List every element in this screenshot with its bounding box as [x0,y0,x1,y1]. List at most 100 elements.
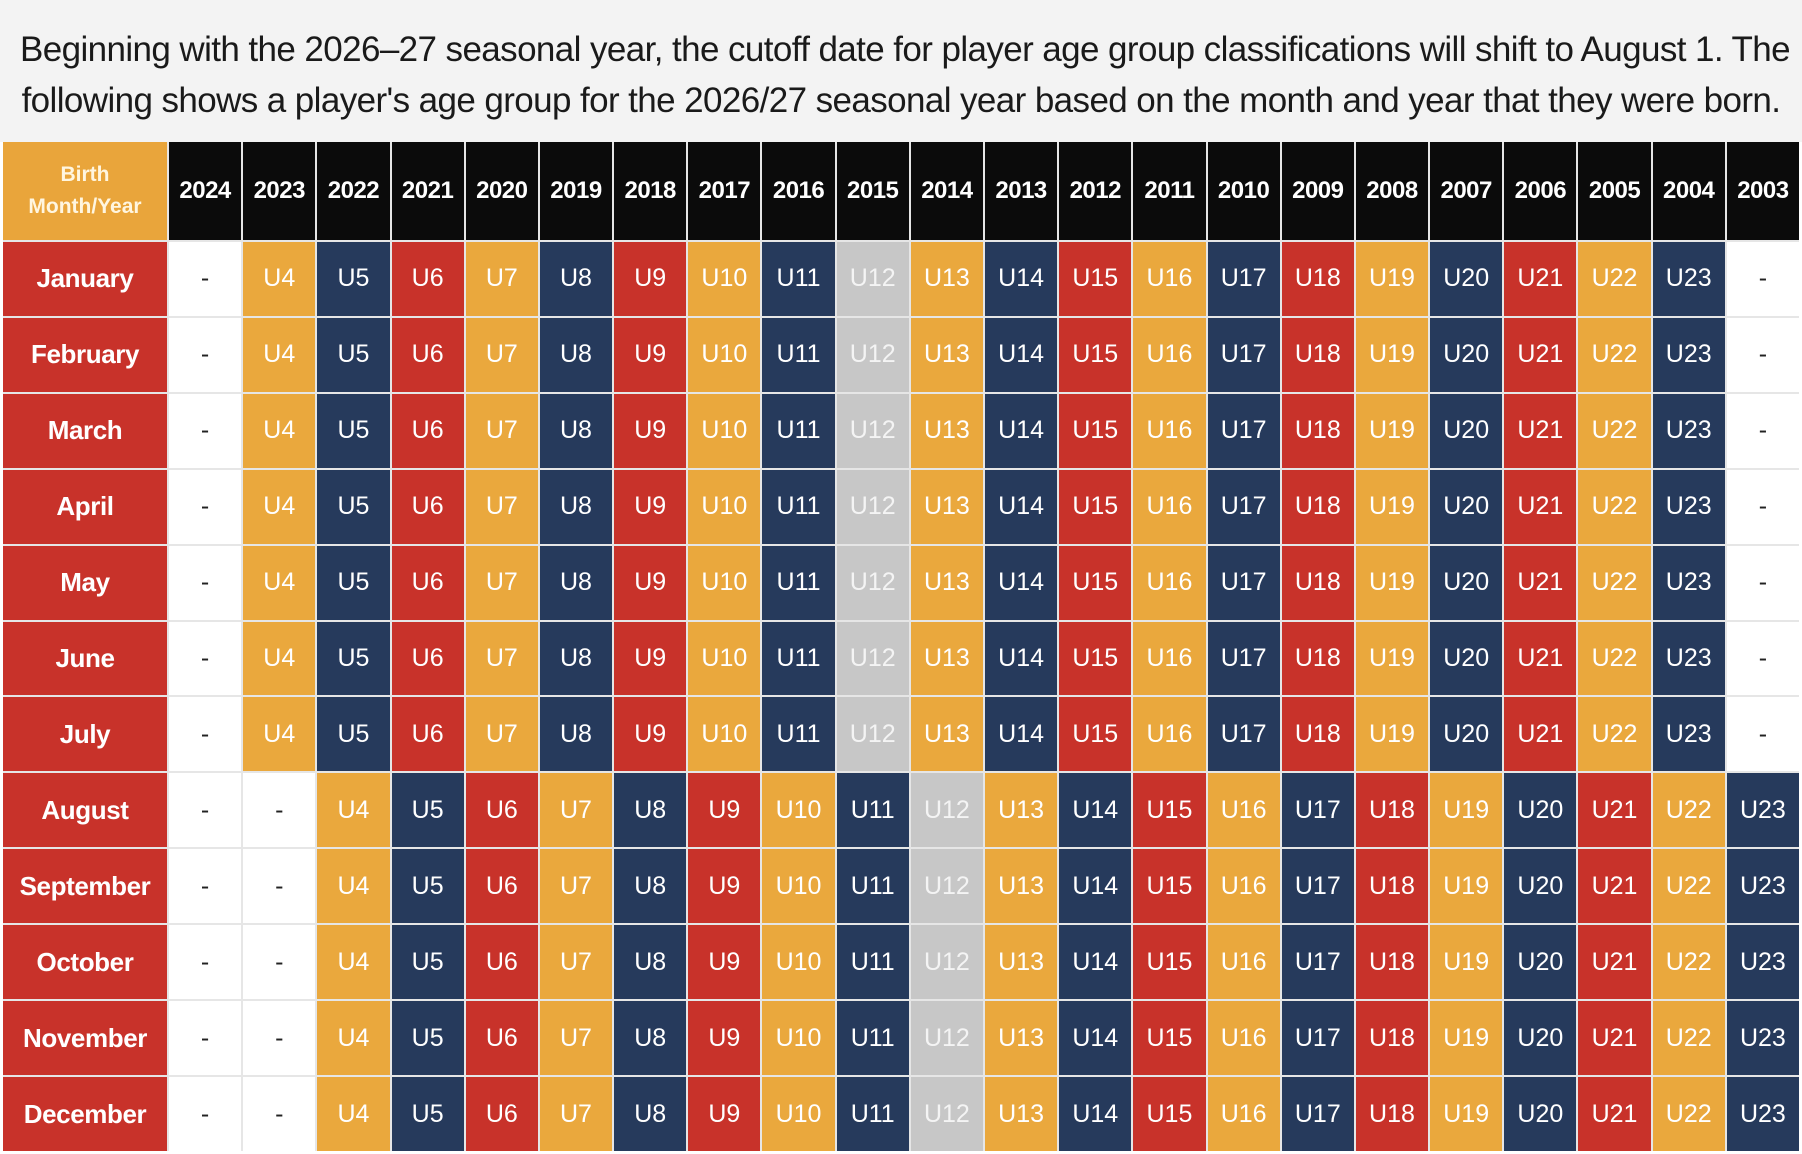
age-group-cell: U12 [836,545,909,620]
age-group-cell: U4 [317,1077,390,1151]
age-group-cell: U13 [910,545,983,620]
age-group-cell: U7 [465,621,538,696]
month-label-july: July [3,697,167,772]
age-group-cell: U17 [1281,925,1354,1000]
age-group-cell: U23 [1652,317,1725,392]
year-header-2018: 2018 [614,142,687,240]
age-group-cell: U20 [1504,925,1577,1000]
age-group-cell: U4 [317,849,390,924]
age-group-cell: U18 [1355,773,1429,848]
age-group-cell: U10 [688,621,761,696]
age-group-cell: U15 [1059,621,1132,696]
age-group-cell: U22 [1652,1001,1725,1076]
age-group-cell: - [1726,242,1799,316]
age-group-cell: U16 [1133,545,1206,620]
year-header-2019: 2019 [539,142,613,240]
age-group-cell: U17 [1207,545,1280,620]
age-group-cell: U17 [1281,1077,1354,1151]
age-group-cell: - [169,1077,242,1151]
age-group-cell: - [169,773,242,848]
age-group-cell: U13 [984,925,1058,1000]
age-group-cell: U11 [836,925,909,1000]
age-group-cell: - [169,242,242,316]
age-group-cell: U14 [984,697,1058,772]
age-group-cell: U11 [762,469,835,544]
age-group-cell: U20 [1504,849,1577,924]
year-header-2003: 2003 [1726,142,1799,240]
age-group-cell: U14 [1059,849,1132,924]
year-header-2008: 2008 [1355,142,1429,240]
caption-line-2: following shows a player's age group for… [21,81,1781,120]
age-group-cell: U6 [465,1077,538,1151]
age-group-cell: U21 [1504,545,1577,620]
age-group-cell: U4 [243,545,316,620]
age-group-cell: U6 [391,469,464,544]
age-group-cell: U22 [1578,317,1651,392]
age-group-cell: U12 [910,1077,983,1151]
month-label-december: December [3,1077,167,1151]
age-group-cell: U11 [762,621,835,696]
month-label-september: September [3,849,167,924]
age-group-cell: U13 [910,317,983,392]
age-group-cell: U7 [465,393,538,468]
age-group-cell: U15 [1059,545,1132,620]
age-group-cell: U22 [1652,925,1725,1000]
age-group-cell: U23 [1726,849,1799,924]
age-group-cell: U23 [1726,1001,1799,1076]
age-group-cell: U4 [243,393,316,468]
age-group-cell: U5 [391,773,464,848]
age-group-cell: U9 [688,1077,761,1151]
age-group-cell: U14 [984,469,1058,544]
age-group-cell: U22 [1578,242,1651,316]
age-group-cell: U15 [1133,1001,1206,1076]
month-label-august: August [3,773,167,848]
age-group-cell: U16 [1133,317,1206,392]
age-group-cell: U23 [1652,697,1725,772]
age-group-cell: U13 [984,849,1058,924]
age-group-cell: U19 [1355,469,1429,544]
age-group-cell: U15 [1059,697,1132,772]
age-group-cell: U7 [539,849,613,924]
age-group-cell: U6 [391,393,464,468]
age-group-cell: U8 [614,925,687,1000]
age-group-cell: - [169,621,242,696]
age-group-cell: U8 [614,1001,687,1076]
age-group-cell: U5 [317,697,390,772]
age-group-cell: U4 [317,925,390,1000]
age-group-cell: U11 [762,545,835,620]
age-group-cell: U20 [1504,1001,1577,1076]
age-group-cell: U6 [391,242,464,316]
age-group-cell: U16 [1133,469,1206,544]
age-group-cell: - [243,1077,316,1151]
age-group-cell: U13 [910,393,983,468]
age-group-cell: U11 [836,1077,909,1151]
age-group-cell: U13 [910,697,983,772]
year-header-2007: 2007 [1430,142,1503,240]
age-group-cell: - [1726,697,1799,772]
year-header-2004: 2004 [1652,142,1725,240]
age-group-cell: U4 [317,1001,390,1076]
age-group-cell: U10 [688,545,761,620]
age-group-cell: U9 [688,773,761,848]
age-group-cell: U10 [762,925,835,1000]
year-header-2020: 2020 [465,142,538,240]
age-group-cell: U21 [1504,697,1577,772]
age-group-cell: U21 [1578,925,1651,1000]
age-group-cell: U17 [1281,1001,1354,1076]
age-group-cell: - [1726,469,1799,544]
age-group-cell: U9 [688,849,761,924]
age-group-cell: U18 [1281,469,1354,544]
age-group-cell: - [169,849,242,924]
age-group-cell: U7 [539,1077,613,1151]
age-group-cell: U13 [910,469,983,544]
age-group-cell: U11 [762,242,835,316]
age-group-cell: U15 [1133,849,1206,924]
age-group-cell: U22 [1578,621,1651,696]
age-group-cell: U18 [1281,242,1354,316]
age-group-cell: U18 [1355,1001,1429,1076]
age-group-cell: U6 [391,317,464,392]
age-group-cell: U13 [984,773,1058,848]
age-group-cell: U8 [614,1077,687,1151]
age-group-cell: U5 [391,1077,464,1151]
age-group-cell: U14 [984,317,1058,392]
